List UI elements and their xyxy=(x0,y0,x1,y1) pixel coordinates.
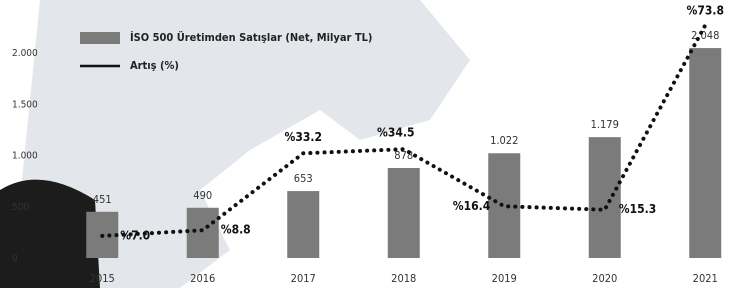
line-value-label: %34.5 xyxy=(377,126,414,140)
y-tick-label: 1.000 xyxy=(12,151,38,162)
x-tick-label: 2016 xyxy=(190,272,215,285)
x-tick-label: 2018 xyxy=(391,272,416,285)
line-value-label: %33.2 xyxy=(285,130,322,144)
legend-label: İSO 500 Üretimden Satışlar (Net, Milyar … xyxy=(130,30,372,44)
bar xyxy=(388,168,420,258)
line-value-label: %8.8 xyxy=(221,223,251,237)
bar xyxy=(287,191,319,258)
legend-label: Artış (%) xyxy=(130,59,179,72)
bar-value-label: 451 xyxy=(93,193,112,206)
line-value-label: %7.0 xyxy=(120,228,150,242)
bar xyxy=(689,48,721,258)
y-tick-label: 1.500 xyxy=(12,99,38,110)
bar-value-label: 1.022 xyxy=(490,134,518,147)
bar-value-label: 2.048 xyxy=(691,29,719,42)
bar-value-label: 490 xyxy=(193,189,212,202)
line-value-label: %15.3 xyxy=(619,202,656,216)
x-tick-label: 2019 xyxy=(492,272,517,285)
chart: 05001.0001.5002.0004514906538781.0221.17… xyxy=(0,0,752,288)
bar-value-label: 653 xyxy=(294,172,313,185)
legend-swatch xyxy=(80,32,120,44)
x-tick-label: 2020 xyxy=(592,272,617,285)
decor xyxy=(0,180,100,288)
x-tick-label: 2015 xyxy=(90,272,115,285)
y-tick-label: 500 xyxy=(12,202,29,213)
y-tick-label: 0 xyxy=(12,253,18,264)
bar xyxy=(589,137,621,258)
bar xyxy=(187,208,219,258)
line-value-label: %73.8 xyxy=(687,4,724,18)
y-tick-label: 2.000 xyxy=(12,48,38,59)
x-tick-label: 2021 xyxy=(693,272,718,285)
bar-value-label: 1.179 xyxy=(591,118,619,131)
line-value-label: %16.4 xyxy=(453,199,491,213)
x-tick-label: 2017 xyxy=(291,272,316,285)
